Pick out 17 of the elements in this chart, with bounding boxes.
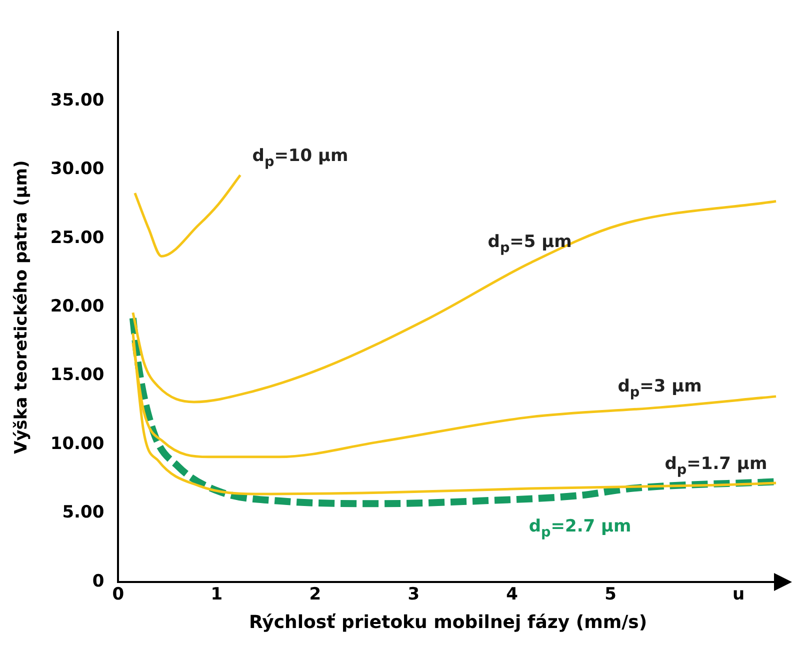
x-tick-label: u — [732, 584, 745, 605]
y-tick-label: 10.00 — [50, 434, 104, 454]
x-tick-label: 1 — [210, 584, 223, 605]
x-tick-label: 5 — [604, 584, 617, 605]
y-tick-label: 30.00 — [50, 159, 104, 180]
x-axis-title: Rýchlosť prietoku mobilnej fázy (mm/s) — [249, 612, 648, 633]
y-tick-label: 15.00 — [50, 365, 104, 386]
y-tick-label: 35.00 — [50, 90, 104, 110]
y-tick-label: 5.00 — [62, 502, 104, 523]
x-tick-label: 2 — [309, 584, 322, 605]
x-tick-label: 0 — [112, 584, 124, 605]
y-tick-label: 25.00 — [50, 228, 104, 248]
x-tick-label: 3 — [408, 584, 420, 605]
y-axis-title: Výška teoretického patra (µm) — [12, 160, 32, 454]
x-tick-label: 4 — [506, 584, 518, 605]
y-tick-label: 20.00 — [50, 296, 104, 317]
y-tick-label: 0 — [92, 571, 104, 592]
